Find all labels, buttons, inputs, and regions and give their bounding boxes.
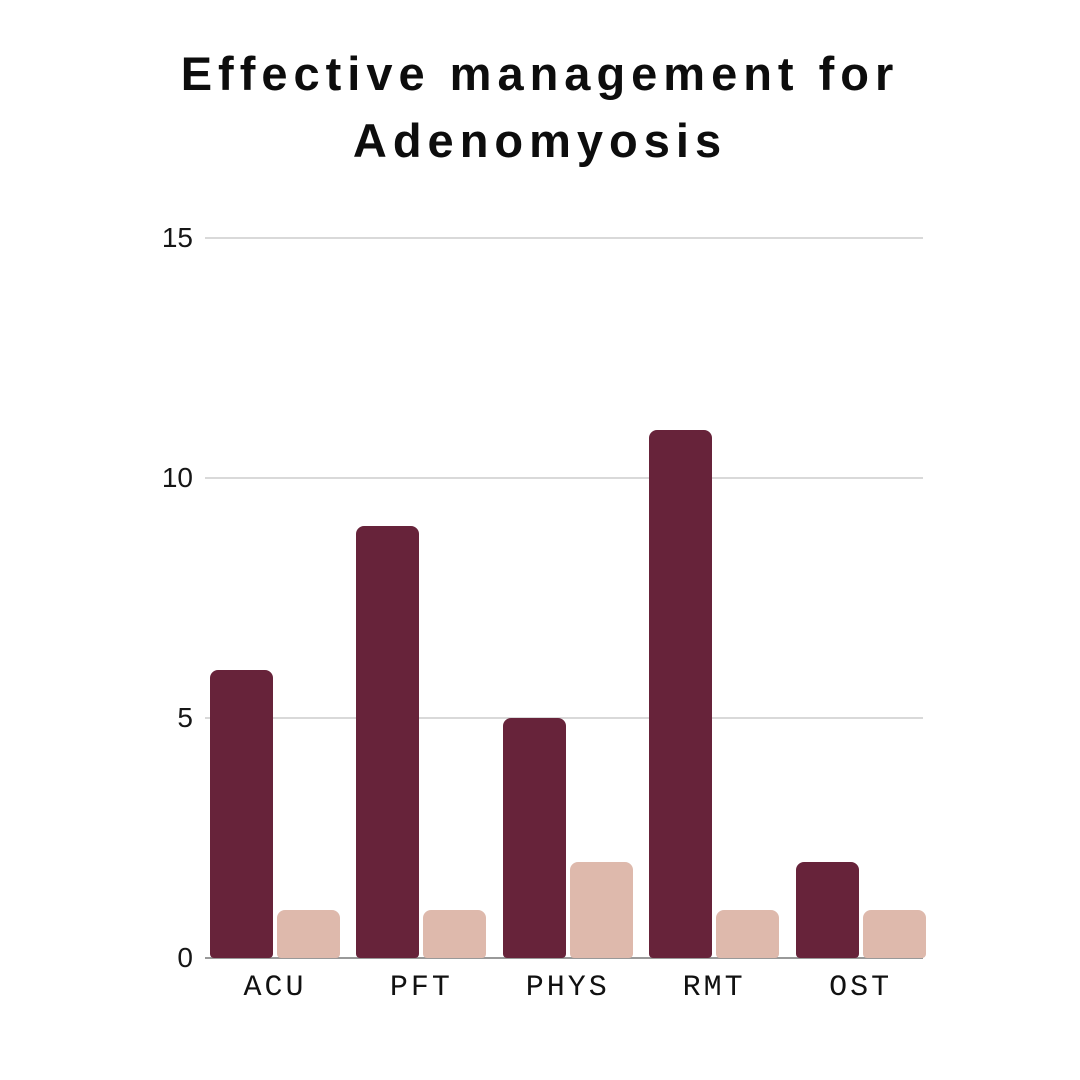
bar-pft-light-pink [423,910,487,958]
y-tick-label-10: 10 [161,462,193,493]
gridline [205,717,923,719]
bar-ost-dark-maroon [795,862,859,958]
bar-phys-dark-maroon [502,718,566,958]
x-axis-line [205,957,923,959]
x-category-label-ost: OST [829,971,893,1005]
x-category-label-rmt: RMT [682,971,746,1005]
bar-acu-dark-maroon [210,670,273,958]
y-tick-label-0: 0 [177,942,193,973]
y-tick-label-5: 5 [177,702,193,733]
bar-pft-dark-maroon [356,526,420,958]
chart-title-line2: Adenomyosis [352,114,728,167]
bar-rmt-dark-maroon [649,430,713,958]
chart-title-line1: Effective management for [180,47,900,100]
gridline [205,477,923,479]
bar-acu-light-pink [277,910,340,958]
chart-title: Effective management for Adenomyosis [0,40,1080,174]
x-category-label-phys: PHYS [525,971,610,1005]
bar-phys-light-pink [569,862,633,958]
bar-rmt-light-pink [716,910,780,958]
x-category-label-pft: PFT [389,971,453,1005]
y-tick-label-15: 15 [161,222,193,253]
gridline [205,237,923,239]
x-category-label-acu: ACU [243,971,307,1005]
bar-ost-light-pink [862,910,926,958]
